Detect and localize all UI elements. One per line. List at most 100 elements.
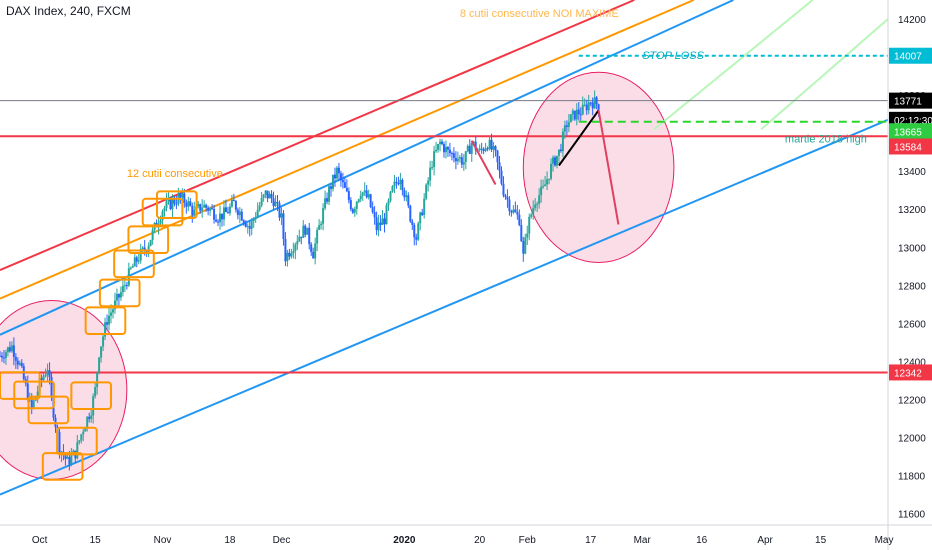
price-label-bg-3 — [889, 123, 932, 140]
candle-body-47 — [92, 396, 95, 416]
candle-body-170 — [335, 167, 338, 179]
candle-body-184 — [363, 190, 366, 193]
consecutive-box-0-0 — [0, 371, 41, 400]
candle-body-120 — [236, 209, 239, 216]
candle-body-94 — [185, 202, 188, 207]
x-tick-label-7: Feb — [519, 535, 537, 546]
candle-body-130 — [256, 209, 259, 218]
candle-body-302 — [597, 104, 600, 110]
y-tick-label-4: 12400 — [898, 357, 926, 368]
candle-body-265 — [524, 237, 527, 254]
candle-body-96 — [189, 201, 192, 206]
candle-body-233 — [460, 157, 463, 165]
candle-body-269 — [532, 207, 535, 215]
candle-body-268 — [530, 214, 533, 217]
candle-body-136 — [268, 193, 271, 199]
candle-body-192 — [379, 222, 382, 225]
consecutive-box-0-1 — [13, 380, 55, 410]
candle-body-289 — [571, 110, 574, 115]
candle-body-160 — [316, 229, 319, 244]
candle-body-114 — [224, 207, 227, 213]
candle-body-83 — [163, 207, 166, 212]
candle-body-68 — [133, 257, 136, 267]
candle-body-195 — [385, 205, 388, 225]
candle-body-197 — [389, 191, 392, 201]
candle-body-86 — [169, 199, 172, 210]
candle-body-300 — [593, 97, 596, 109]
candle-body-113 — [222, 207, 225, 220]
candle-body-175 — [345, 187, 348, 192]
candle-body-168 — [332, 174, 334, 189]
candle-body-60 — [117, 294, 120, 298]
y-tick-label-3: 12200 — [898, 395, 926, 406]
candle-body-30 — [58, 431, 61, 454]
candle-body-280 — [554, 157, 556, 166]
candle-body-110 — [217, 221, 220, 223]
candle-body-53 — [104, 322, 107, 337]
x-tick-label-5: 2020 — [393, 535, 416, 546]
candle-body-173 — [341, 179, 344, 183]
candle-body-240 — [474, 141, 477, 151]
candle-body-253 — [500, 170, 503, 184]
candle-body-295 — [583, 104, 586, 106]
candle-body-19 — [36, 391, 39, 398]
candle-body-43 — [84, 428, 87, 432]
candle-body-111 — [219, 213, 222, 223]
candle-body-46 — [90, 415, 93, 419]
candle-body-118 — [232, 199, 235, 202]
candle-body-54 — [106, 322, 109, 325]
projection-line-2 — [470, 140, 497, 185]
candle-body-134 — [264, 190, 267, 195]
candle-body-95 — [187, 201, 190, 207]
candle-body-198 — [391, 186, 394, 192]
candle-body-104 — [205, 204, 208, 208]
candle-body-274 — [542, 186, 545, 188]
candle-body-210 — [415, 237, 418, 240]
candle-body-147 — [290, 253, 293, 257]
candle-body-214 — [423, 198, 426, 215]
candle-body-108 — [213, 208, 216, 220]
candle-body-211 — [417, 223, 420, 240]
consecutive-box-0-6 — [84, 306, 127, 336]
y-tick-label-13: 14200 — [898, 15, 926, 26]
x-tick-label-12: 15 — [815, 535, 827, 546]
candle-body-259 — [512, 209, 515, 213]
candle-body-48 — [94, 387, 97, 397]
candle-body-146 — [288, 252, 291, 257]
consecutive-box-0-2 — [27, 395, 70, 425]
candle-body-204 — [403, 190, 406, 198]
candle-body-119 — [234, 201, 237, 210]
candle-body-66 — [129, 267, 132, 269]
candle-body-122 — [240, 211, 243, 221]
candle-body-142 — [280, 213, 283, 218]
candle-body-144 — [284, 238, 287, 262]
candle-body-126 — [248, 226, 251, 229]
candle-body-255 — [504, 195, 507, 197]
candle-body-36 — [70, 455, 73, 465]
candle-body-286 — [565, 125, 568, 127]
candle-body-256 — [506, 196, 509, 200]
candle-body-194 — [383, 218, 386, 225]
y-tick-label-6: 12800 — [898, 281, 926, 292]
candle-body-8 — [14, 356, 17, 361]
candle-body-292 — [577, 109, 580, 115]
price-label-bg-5 — [889, 364, 932, 381]
candle-body-297 — [587, 102, 590, 111]
candle-body-181 — [357, 199, 360, 202]
candle-body-223 — [441, 141, 444, 145]
candle-body-283 — [559, 149, 562, 152]
candle-body-76 — [149, 240, 152, 246]
candle-body-77 — [151, 229, 154, 241]
candle-body-69 — [135, 257, 138, 262]
candle-body-243 — [480, 148, 483, 150]
candle-body-131 — [258, 205, 261, 210]
candle-body-171 — [337, 167, 340, 174]
candle-body-201 — [397, 182, 400, 185]
candle-body-67 — [131, 266, 134, 268]
candle-body-162 — [320, 223, 323, 226]
candle-body-6 — [10, 345, 13, 352]
candle-body-232 — [458, 157, 461, 159]
candle-body-215 — [425, 184, 428, 199]
candle-body-218 — [431, 167, 434, 169]
